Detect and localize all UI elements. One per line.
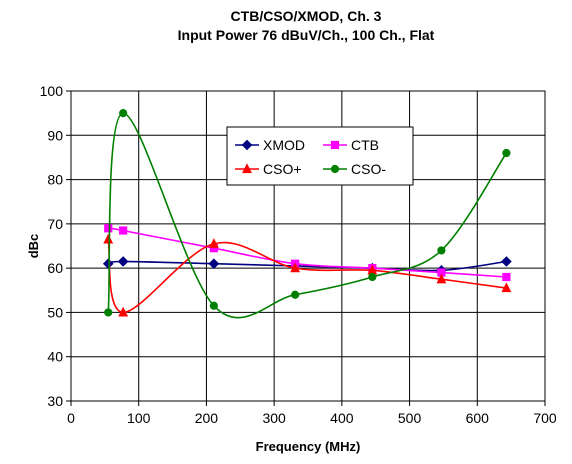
x-axis: 0 100 200 300 400 500 600 700 [67,401,557,426]
x-axis-label: Frequency (MHz) [256,439,361,454]
x-tick-label: 700 [533,410,557,426]
data-point-cso-minus [502,148,511,158]
series-cso-minus [104,109,511,319]
x-tick-label: 300 [262,410,286,426]
data-point-cso-plus [436,273,447,284]
y-tick-label: 50 [47,304,63,320]
data-point-xmod [501,256,512,267]
data-point-cso-minus [209,301,218,310]
legend-label: XMOD [263,137,305,153]
data-point-cso-minus [291,290,300,299]
data-point-cso-minus [119,109,128,118]
data-point-cso-plus [290,262,301,273]
y-tick-label: 70 [47,216,63,232]
data-point-cso-plus [501,282,512,293]
y-axis-label: dBc [26,234,41,259]
chart-title: CTB/CSO/XMOD, Ch. 3 [231,8,382,24]
x-tick-label: 200 [195,410,219,426]
chart-subtitle: Input Power 76 dBuV/Ch., 100 Ch., Flat [178,27,435,43]
legend-item-cso-plus: CSO+ [235,161,302,177]
x-tick-label: 600 [466,410,490,426]
x-tick-label: 400 [330,410,354,426]
legend-swatch-marker [330,164,340,174]
legend-swatch-marker [241,139,253,151]
y-axis: 30 40 50 60 70 80 90 100 [40,83,71,409]
y-tick-label: 80 [47,172,63,188]
data-point-cso-minus [104,308,113,317]
y-tick-label: 40 [47,349,63,365]
data-point-cso-minus [437,246,446,255]
data-point-xmod [117,256,129,267]
data-point-xmod [208,258,220,270]
legend-swatch-marker [242,163,252,174]
legend-item-xmod: XMOD [235,137,305,153]
legend-box [226,126,414,186]
data-point-ctb [104,224,113,233]
series-layer [102,109,512,319]
y-tick-label: 60 [47,260,63,276]
y-tick-label: 90 [47,127,63,143]
x-tick-label: 100 [127,410,151,426]
data-point-ctb [502,272,511,282]
data-point-ctb [119,226,128,235]
x-tick-label: 500 [398,410,422,426]
data-point-cso-plus [103,233,114,244]
legend-item-cso-minus: CSO- [323,161,386,177]
legend-item-ctb: CTB [323,137,379,153]
legend-swatch-marker [330,140,340,150]
legend-label: CTB [351,137,379,153]
data-point-cso-minus [368,272,377,282]
y-tick-label: 30 [47,393,63,409]
legend-label: CSO+ [263,161,302,177]
data-point-cso-plus [208,238,219,248]
x-tick-label: 0 [67,410,75,426]
data-point-xmod [102,258,114,270]
legend-label: CSO- [351,161,386,177]
legend: XMOD CTB CSO+ CSO- [226,126,414,186]
y-tick-label: 100 [40,83,64,99]
data-point-cso-plus [118,306,129,317]
